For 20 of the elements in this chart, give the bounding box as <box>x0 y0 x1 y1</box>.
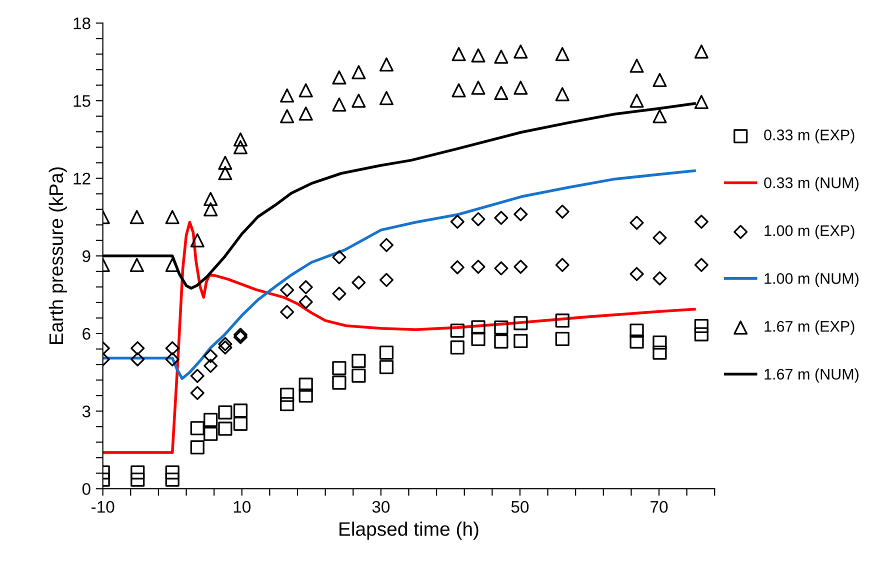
y-tick-label: 0 <box>82 483 90 495</box>
x-tick-label: 10 <box>234 500 251 513</box>
x-axis-title: Elapsed time (h) <box>340 522 478 540</box>
y-tick-label: 9 <box>82 250 90 262</box>
legend-label: 1.00 m (NUM) <box>764 272 858 287</box>
x-tick-label: 30 <box>372 500 390 513</box>
y-tick-label: 6 <box>82 328 90 340</box>
x-tick-label: 50 <box>511 500 529 513</box>
legend-label: 1.67 m (EXP) <box>764 320 854 335</box>
y-tick-label: 3 <box>82 406 90 418</box>
legend-label: 1.00 m (EXP) <box>764 224 854 240</box>
legend-label: 0.33 m (NUM) <box>764 177 858 192</box>
y-tick-label: 12 <box>74 172 90 184</box>
legend-label: 1.67 m (NUM) <box>764 368 858 383</box>
x-tick-label: -10 <box>92 500 114 513</box>
y-axis-title: Earth pressure (kPa) <box>48 167 67 344</box>
y-tick-label: 15 <box>74 95 90 107</box>
y-tick-label: 18 <box>74 17 90 30</box>
x-tick-label: 70 <box>650 500 668 513</box>
legend-label: 0.33 m (EXP) <box>764 129 854 144</box>
